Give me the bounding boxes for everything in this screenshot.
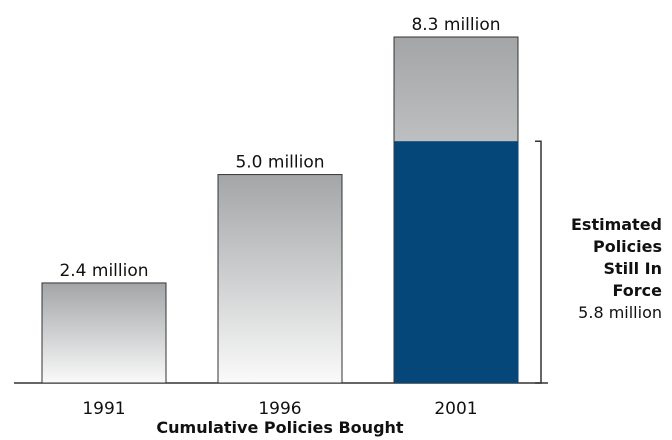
bar-2001-in-force-segment bbox=[394, 141, 518, 383]
bar-1991 bbox=[41, 282, 167, 384]
x-tick-label-1996: 1996 bbox=[258, 399, 301, 419]
bar-value-label-1991: 2.4 million bbox=[59, 261, 148, 281]
annotation-line-1: Estimated bbox=[571, 215, 662, 234]
x-tick-label-1991: 1991 bbox=[82, 399, 125, 419]
bar-value-label-1996: 5.0 million bbox=[235, 153, 324, 173]
x-tick-label-2001: 2001 bbox=[434, 399, 477, 419]
bar-1996 bbox=[217, 174, 343, 384]
x-axis-label: Cumulative Policies Bought bbox=[156, 418, 403, 437]
annotation-value: 5.8 million bbox=[578, 303, 662, 322]
annotation-line-3: Still In bbox=[603, 259, 662, 278]
bar-value-label-2001: 8.3 million bbox=[411, 15, 500, 35]
in-force-bracket bbox=[535, 140, 542, 384]
annotation-line-4: Force bbox=[613, 281, 663, 300]
annotation-line-2: Policies bbox=[593, 237, 662, 256]
